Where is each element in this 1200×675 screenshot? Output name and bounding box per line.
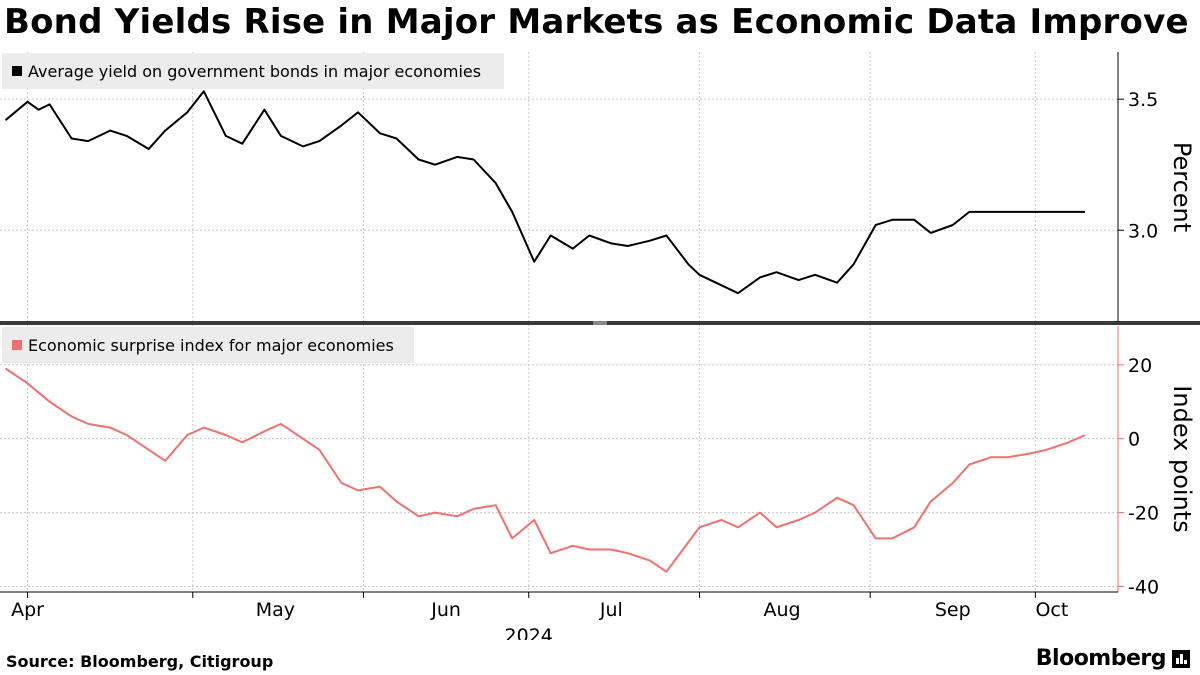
legend-label: Average yield on government bonds in maj…: [28, 62, 481, 81]
x-tick-label: Sep: [935, 599, 971, 621]
bloomberg-chart-icon: [1172, 649, 1190, 668]
x-tick-label: Oct: [1035, 599, 1068, 621]
y-tick-label: 3.0: [1128, 220, 1158, 242]
series-line: [4, 367, 1086, 573]
bloomberg-logo: Bloomberg: [1036, 646, 1190, 671]
x-year-label: 2024: [505, 625, 553, 640]
legend: Economic surprise index for major econom…: [2, 327, 414, 363]
legend-box: [2, 53, 504, 89]
legend-box: [2, 327, 414, 363]
legend-swatch: [12, 66, 22, 76]
brand-name: Bloomberg: [1035, 646, 1167, 671]
x-axis: Apr May Jun Jul Aug Sep Oct 2024: [0, 591, 1118, 640]
y-tick-label: 20: [1128, 355, 1152, 377]
x-tick-label: Apr: [11, 599, 44, 621]
y-axis-label: Index points: [1168, 385, 1196, 532]
x-tick-label: Jun: [430, 599, 461, 621]
chart-title: Bond Yields Rise in Major Markets as Eco…: [4, 2, 1189, 42]
surprise-panel: 20 0 -20 -40 Economic surprise index for maj…: [0, 326, 1196, 598]
yield-panel: 3.5 3.0 Average yield on government bonds …: [0, 52, 1196, 322]
x-tick-label: Jul: [599, 599, 623, 621]
legend-label: Economic surprise index for major econom…: [28, 336, 394, 355]
legend-swatch: [12, 340, 22, 350]
chart-area: 3.5 3.0 Average yield on government bonds …: [0, 52, 1200, 640]
y-tick-label: 0: [1128, 429, 1140, 451]
x-tick-label: May: [256, 599, 295, 621]
y-tick-label: -40: [1128, 576, 1159, 598]
source-note: Source: Bloomberg, Citigroup: [6, 652, 274, 671]
y-tick-label: -20: [1128, 503, 1159, 525]
x-tick-label: Aug: [763, 599, 800, 621]
series-line: [4, 90, 1085, 295]
divider-handle: [593, 321, 607, 325]
y-tick-label: 3.5: [1128, 89, 1158, 111]
legend: Average yield on government bonds in maj…: [2, 53, 504, 89]
y-axis-label: Percent: [1168, 142, 1196, 232]
grid: [0, 52, 1200, 592]
